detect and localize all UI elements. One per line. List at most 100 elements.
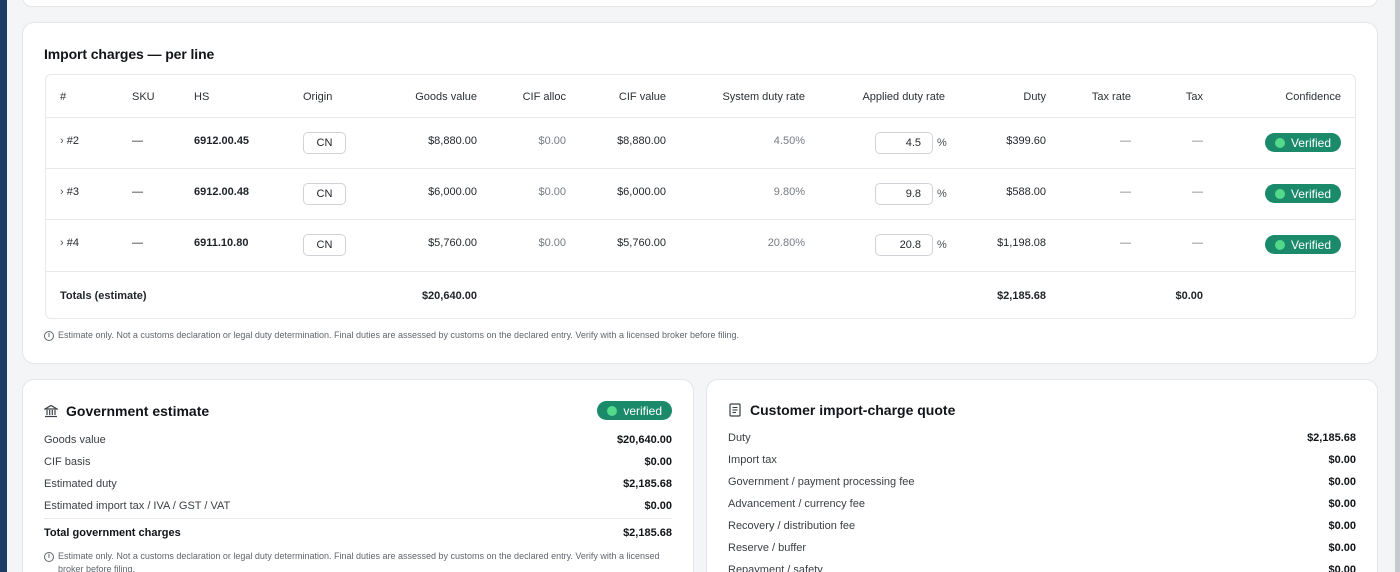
verified-badge: Verified [1264,133,1341,152]
col-cif-value: CIF value [618,91,666,103]
totals-duty: $2,185.68 [997,290,1046,302]
bank-icon [44,404,58,418]
cif-alloc-cell: $0.00 [538,237,566,249]
summary-row: Goods value $20,640.00 [44,434,672,446]
table-header: # SKU HS Origin Goods value CIF alloc CI… [46,75,1355,118]
line-table: # SKU HS Origin Goods value CIF alloc CI… [45,74,1356,319]
percent-label: % [937,188,947,200]
quote-row: Duty $2,185.68 [728,432,1356,444]
info-icon: i [44,552,54,562]
info-icon: i [44,331,54,341]
applied-rate-input[interactable]: 20.8 [875,234,933,256]
percent-label: % [937,137,947,149]
quote-row: Repayment / safety $0.00 [728,564,1356,572]
chevron-right-icon: › [60,186,64,198]
card-title: Import charges — per line [44,46,215,62]
col-goods-value: Goods value [415,91,477,103]
import-charges-card: Import charges — per line # SKU HS Origi… [22,22,1378,364]
cif-alloc-cell: $0.00 [538,186,566,198]
customer-quote-card: Customer import-charge quote Duty $2,185.… [706,379,1378,572]
goods-value-cell: $8,880.00 [428,135,477,147]
quote-row: Government / payment processing fee $0.00 [728,476,1356,488]
disclaimer-note: i Estimate only. Not a customs declarati… [44,550,674,572]
summary-row: Estimated import tax / IVA / GST / VAT $0… [44,500,672,512]
cif-value-cell: $8,880.00 [617,135,666,147]
tax-rate-cell: — [1120,135,1131,147]
summary-row: CIF basis $0.00 [44,456,672,468]
verified-badge: Verified [1264,184,1341,203]
sku-cell: — [132,135,143,147]
sku-cell: — [132,186,143,198]
government-estimate-card: Government estimate verified Goods value… [22,379,694,572]
expand-row[interactable]: › #2 [60,135,79,147]
quote-row: Advancement / currency fee $0.00 [728,498,1356,510]
goods-value-cell: $6,000.00 [428,186,477,198]
total-row: Total government charges $2,185.68 [44,518,672,546]
duty-cell: $399.60 [1006,135,1046,147]
quote-row: Reserve / buffer $0.00 [728,542,1356,554]
hs-code-cell: 6912.00.48 [194,186,250,198]
tax-cell: — [1192,135,1203,147]
previous-card [22,0,1378,7]
col-tax: Tax [1185,91,1203,103]
duty-cell: $1,198.08 [997,237,1046,249]
cif-value-cell: $6,000.00 [617,186,666,198]
duty-cell: $588.00 [1006,186,1046,198]
system-rate-cell: 20.80% [767,237,805,249]
col-number: # [60,91,67,103]
col-hs: HS [194,91,210,103]
col-origin: Origin [303,91,333,103]
status-dot-icon [1274,137,1285,148]
summary-row: Estimated duty $2,185.68 [44,478,672,490]
cif-value-cell: $5,760.00 [617,237,666,249]
verified-badge: Verified [1264,235,1341,254]
totals-label: Totals (estimate) [60,290,147,302]
percent-label: % [937,239,947,251]
system-rate-cell: 9.80% [773,186,805,198]
quote-row: Recovery / distribution fee $0.00 [728,520,1356,532]
origin-field[interactable]: CN [303,132,346,154]
customer-quote-title: Customer import-charge quote [728,402,955,418]
expand-row[interactable]: › #3 [60,186,79,198]
totals-goods-value: $20,640.00 [421,290,477,302]
tax-rate-cell: — [1120,237,1131,249]
tax-cell: — [1192,186,1203,198]
expand-row[interactable]: › #4 [60,237,79,249]
cif-alloc-cell: $0.00 [538,135,566,147]
table-row[interactable]: › #3 — 6912.00.48 CN $6,000.00 $0.00 $6,… [46,169,1355,220]
status-dot-icon [607,405,618,416]
disclaimer-note: i Estimate only. Not a customs declarati… [44,329,739,342]
tax-rate-cell: — [1120,186,1131,198]
col-system-duty-rate: System duty rate [722,91,805,103]
status-dot-icon [1274,188,1285,199]
quote-row: Import tax $0.00 [728,454,1356,466]
applied-rate-input[interactable]: 4.5 [875,132,933,154]
chevron-right-icon: › [60,135,64,147]
hs-code-cell: 6911.10.80 [194,237,249,249]
col-tax-rate: Tax rate [1091,91,1131,103]
status-dot-icon [1274,239,1285,250]
col-sku: SKU [132,91,155,103]
hs-code-cell: 6912.00.45 [194,135,250,147]
col-applied-duty-rate: Applied duty rate [862,91,945,103]
sku-cell: — [132,237,143,249]
chevron-right-icon: › [60,237,64,249]
totals-row: Totals (estimate) $20,640.00 $2,185.68 $… [46,272,1355,318]
col-cif-alloc: CIF alloc [522,91,566,103]
verified-badge: verified [597,401,672,420]
col-duty: Duty [1023,91,1046,103]
table-row[interactable]: › #4 — 6911.10.80 CN $5,760.00 $0.00 $5,… [46,220,1355,272]
origin-field[interactable]: CN [303,234,346,256]
scrollbar[interactable] [1395,0,1400,572]
table-row[interactable]: › #2 — 6912.00.45 CN $8,880.00 $0.00 $8,… [46,118,1355,169]
tax-cell: — [1192,237,1203,249]
government-estimate-title: Government estimate [44,403,209,419]
system-rate-cell: 4.50% [773,135,805,147]
goods-value-cell: $5,760.00 [428,237,477,249]
applied-rate-input[interactable]: 9.8 [875,183,933,205]
totals-tax: $0.00 [1175,290,1203,302]
col-confidence: Confidence [1285,91,1341,103]
receipt-icon [729,403,741,417]
origin-field[interactable]: CN [303,183,346,205]
nav-strip [0,0,7,572]
